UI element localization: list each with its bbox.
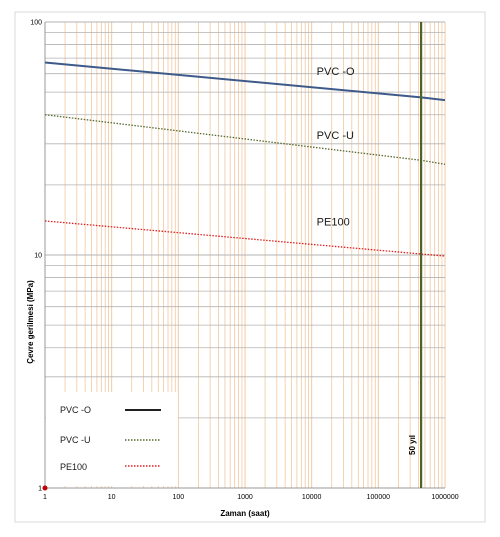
series-labels: PVC -O PVC -U PE100 xyxy=(317,66,355,228)
x-axis-title: Zaman (saat) xyxy=(220,509,270,518)
legend-box xyxy=(46,392,178,486)
legend: PVC -O PVC -U PE100 xyxy=(46,392,178,486)
legend-label-pvc-o: PVC -O xyxy=(60,405,91,415)
y-axis-title: Çevre gerilmesi (MPa) xyxy=(26,280,35,364)
x-tick-label: 100 xyxy=(172,494,184,501)
series-line xyxy=(44,220,446,257)
legend-label-pvc-u: PVC -U xyxy=(60,435,91,445)
y-tick-label: 100 xyxy=(30,20,42,27)
y-tick-labels: 1 10 100 xyxy=(30,20,42,493)
x-tick-labels: 1 10 100 1000 10000 100000 1000000 xyxy=(43,494,459,501)
x-tick-label: 1 xyxy=(43,494,47,501)
series-label: PE100 xyxy=(317,216,350,228)
origin-point xyxy=(42,485,48,491)
series-label: PVC -U xyxy=(317,130,354,142)
marker-label: 50 yıl xyxy=(408,435,417,455)
legend-label-pe100: PE100 xyxy=(60,462,87,472)
x-tick-label: 10 xyxy=(108,494,116,501)
y-tick-label: 10 xyxy=(34,253,42,260)
x-tick-label: 1000 xyxy=(237,494,253,501)
fifty-year-marker: 50 yıl xyxy=(408,22,423,488)
plot-frame xyxy=(44,22,445,489)
x-tick-label: 100000 xyxy=(367,494,390,501)
series-label: PVC -O xyxy=(317,66,355,78)
y-tick-label: 1 xyxy=(38,486,42,493)
x-tick-label: 1000000 xyxy=(431,494,458,501)
x-tick-label: 10000 xyxy=(302,494,322,501)
